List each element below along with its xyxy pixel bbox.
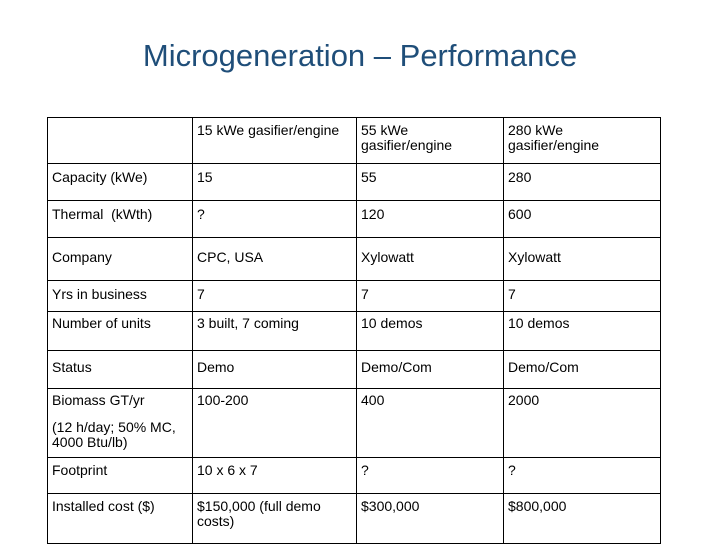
header-cell-empty [47, 117, 193, 164]
table-cell: Xylowatt [503, 237, 661, 281]
row-label: Status [47, 350, 193, 389]
table-cell: ? [192, 200, 357, 238]
table-cell: ? [356, 457, 504, 494]
table-cell: 400 [356, 388, 504, 458]
table-cell: $800,000 [503, 493, 661, 544]
table-cell: Demo/Com [503, 350, 661, 389]
table-row: Footprint 10 x 6 x 7 ? ? [47, 457, 661, 494]
table-cell: 10 demos [503, 311, 661, 351]
table-cell: 55 [356, 163, 504, 201]
table-cell: ? [503, 457, 661, 494]
table-row: Company CPC, USA Xylowatt Xylowatt [47, 237, 661, 281]
row-label: Installed cost ($) [47, 493, 193, 544]
table-row: Thermal (kWth) ? 120 600 [47, 200, 661, 238]
table-cell: Xylowatt [356, 237, 504, 281]
row-label: Thermal (kWth) [47, 200, 193, 238]
table-row: Yrs in business 7 7 7 [47, 280, 661, 312]
table-cell: $300,000 [356, 493, 504, 544]
table-cell: 280 [503, 163, 661, 201]
row-label: Number of units [47, 311, 193, 351]
biomass-note: (12 h/day; 50% MC, 4000 Btu/lb) [52, 419, 176, 450]
table-cell: 2000 [503, 388, 661, 458]
table-row: Status Demo Demo/Com Demo/Com [47, 350, 661, 389]
row-label-biomass: Biomass GT/yr (12 h/day; 50% MC, 4000 Bt… [47, 388, 193, 458]
row-label: Biomass GT/yr [52, 392, 145, 408]
table-cell: 3 built, 7 coming [192, 311, 357, 351]
table-cell: $150,000 (full demo costs) [192, 493, 357, 544]
table-header-row: 15 kWe gasifier/engine 55 kWe gasifier/e… [47, 117, 661, 164]
row-label: Yrs in business [47, 280, 193, 312]
table-cell: 10 x 6 x 7 [192, 457, 357, 494]
table-row: Installed cost ($) $150,000 (full demo c… [47, 493, 661, 544]
table-cell: 600 [503, 200, 661, 238]
table-cell: 100-200 [192, 388, 357, 458]
row-label: Capacity (kWe) [47, 163, 193, 201]
row-label: Footprint [47, 457, 193, 494]
table-cell: 120 [356, 200, 504, 238]
table-cell: Demo [192, 350, 357, 389]
performance-table: 15 kWe gasifier/engine 55 kWe gasifier/e… [47, 117, 661, 544]
table-cell: 7 [356, 280, 504, 312]
table-row: Capacity (kWe) 15 55 280 [47, 163, 661, 201]
header-cell-15kwe: 15 kWe gasifier/engine [192, 117, 357, 164]
table-cell: 10 demos [356, 311, 504, 351]
row-label: Company [47, 237, 193, 281]
table-cell: Demo/Com [356, 350, 504, 389]
table-cell: 7 [192, 280, 357, 312]
table-row: Biomass GT/yr (12 h/day; 50% MC, 4000 Bt… [47, 388, 661, 458]
table-cell: CPC, USA [192, 237, 357, 281]
header-cell-55kwe: 55 kWe gasifier/engine [356, 117, 504, 164]
table-cell: 7 [503, 280, 661, 312]
table-row: Number of units 3 built, 7 coming 10 dem… [47, 311, 661, 351]
table-cell: 15 [192, 163, 357, 201]
slide-title: Microgeneration – Performance [142, 38, 578, 73]
header-cell-280kwe: 280 kWe gasifier/engine [503, 117, 661, 164]
